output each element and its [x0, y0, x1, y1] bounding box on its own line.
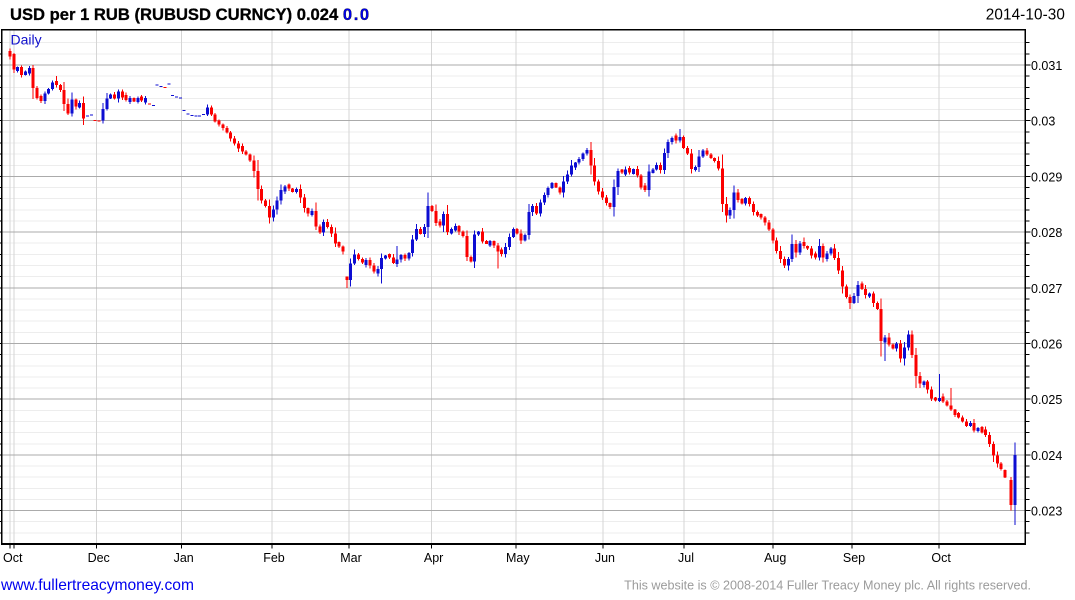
svg-text:0.031: 0.031 — [1031, 59, 1062, 73]
svg-text:Jun: Jun — [595, 551, 615, 565]
svg-text:0.024: 0.024 — [1031, 449, 1062, 463]
svg-text:Aug: Aug — [764, 551, 786, 565]
svg-text:Apr: Apr — [424, 551, 443, 565]
svg-text:USD per 1 RUB (RUBUSD CURNCY): USD per 1 RUB (RUBUSD CURNCY) 0.024 0.0 — [10, 5, 371, 24]
svg-text:0.03: 0.03 — [1031, 115, 1055, 129]
svg-text:0.028: 0.028 — [1031, 226, 1062, 240]
svg-text:www.fullertreacymoney.com: www.fullertreacymoney.com — [0, 577, 194, 594]
svg-text:2014-10-30: 2014-10-30 — [986, 7, 1065, 24]
svg-text:This website is © 2008-2014 Fu: This website is © 2008-2014 Fuller Treac… — [624, 579, 1031, 593]
svg-text:0.026: 0.026 — [1031, 338, 1062, 352]
svg-text:Jan: Jan — [174, 551, 194, 565]
svg-text:Oct: Oct — [3, 551, 23, 565]
svg-text:0.023: 0.023 — [1031, 505, 1062, 519]
svg-text:Oct: Oct — [931, 551, 951, 565]
svg-text:Sep: Sep — [843, 551, 865, 565]
svg-text:0.029: 0.029 — [1031, 170, 1062, 184]
svg-text:Jul: Jul — [678, 551, 694, 565]
svg-text:May: May — [506, 551, 530, 565]
svg-text:0.025: 0.025 — [1031, 393, 1062, 407]
svg-text:Daily: Daily — [11, 32, 42, 48]
svg-text:Feb: Feb — [263, 551, 285, 565]
svg-text:Dec: Dec — [88, 551, 110, 565]
svg-text:0.027: 0.027 — [1031, 282, 1062, 296]
svg-text:Mar: Mar — [340, 551, 362, 565]
